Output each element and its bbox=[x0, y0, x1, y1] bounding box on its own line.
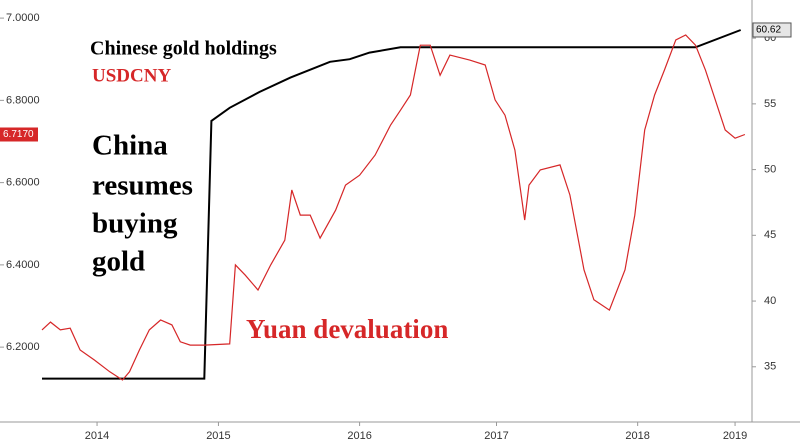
x-tick-label: 2015 bbox=[206, 430, 230, 442]
series-line bbox=[41, 34, 746, 381]
annotation-devaluation: Yuan devaluation bbox=[246, 314, 448, 344]
legend-gold: Chinese gold holdings bbox=[90, 38, 277, 60]
y-tick-label: 6.2000 bbox=[6, 341, 40, 353]
y-tick-label: 6.8000 bbox=[6, 94, 40, 106]
annotation-line: buying bbox=[92, 208, 178, 240]
last-value-label: 6.7170 bbox=[3, 129, 34, 140]
y2-tick-label: 55 bbox=[764, 98, 776, 110]
annotation-line: China bbox=[92, 130, 168, 162]
y-tick-label: 6.4000 bbox=[6, 259, 40, 271]
y-tick-label: 7.0000 bbox=[6, 12, 40, 24]
y2-tick-label: 40 bbox=[764, 295, 776, 307]
annotation-line: resumes bbox=[92, 170, 193, 202]
legend-usdcny: USDCNY bbox=[92, 65, 171, 86]
y-tick-label: 6.6000 bbox=[6, 177, 40, 189]
y2-tick-label: 35 bbox=[764, 361, 776, 373]
x-tick-label: 2017 bbox=[484, 430, 508, 442]
last-value-box bbox=[752, 22, 792, 38]
x-tick-label: 2014 bbox=[85, 430, 109, 442]
x-tick-label: 2018 bbox=[625, 430, 649, 442]
annotation-line: gold bbox=[92, 246, 145, 278]
x-tick-label: 2019 bbox=[723, 430, 747, 442]
series-line bbox=[42, 29, 742, 380]
last-value-box bbox=[0, 127, 38, 142]
last-value-label: 60.62 bbox=[756, 25, 781, 36]
y2-tick-label: 45 bbox=[764, 229, 776, 241]
y2-tick-label: 50 bbox=[764, 163, 776, 175]
x-tick-label: 2016 bbox=[347, 430, 371, 442]
